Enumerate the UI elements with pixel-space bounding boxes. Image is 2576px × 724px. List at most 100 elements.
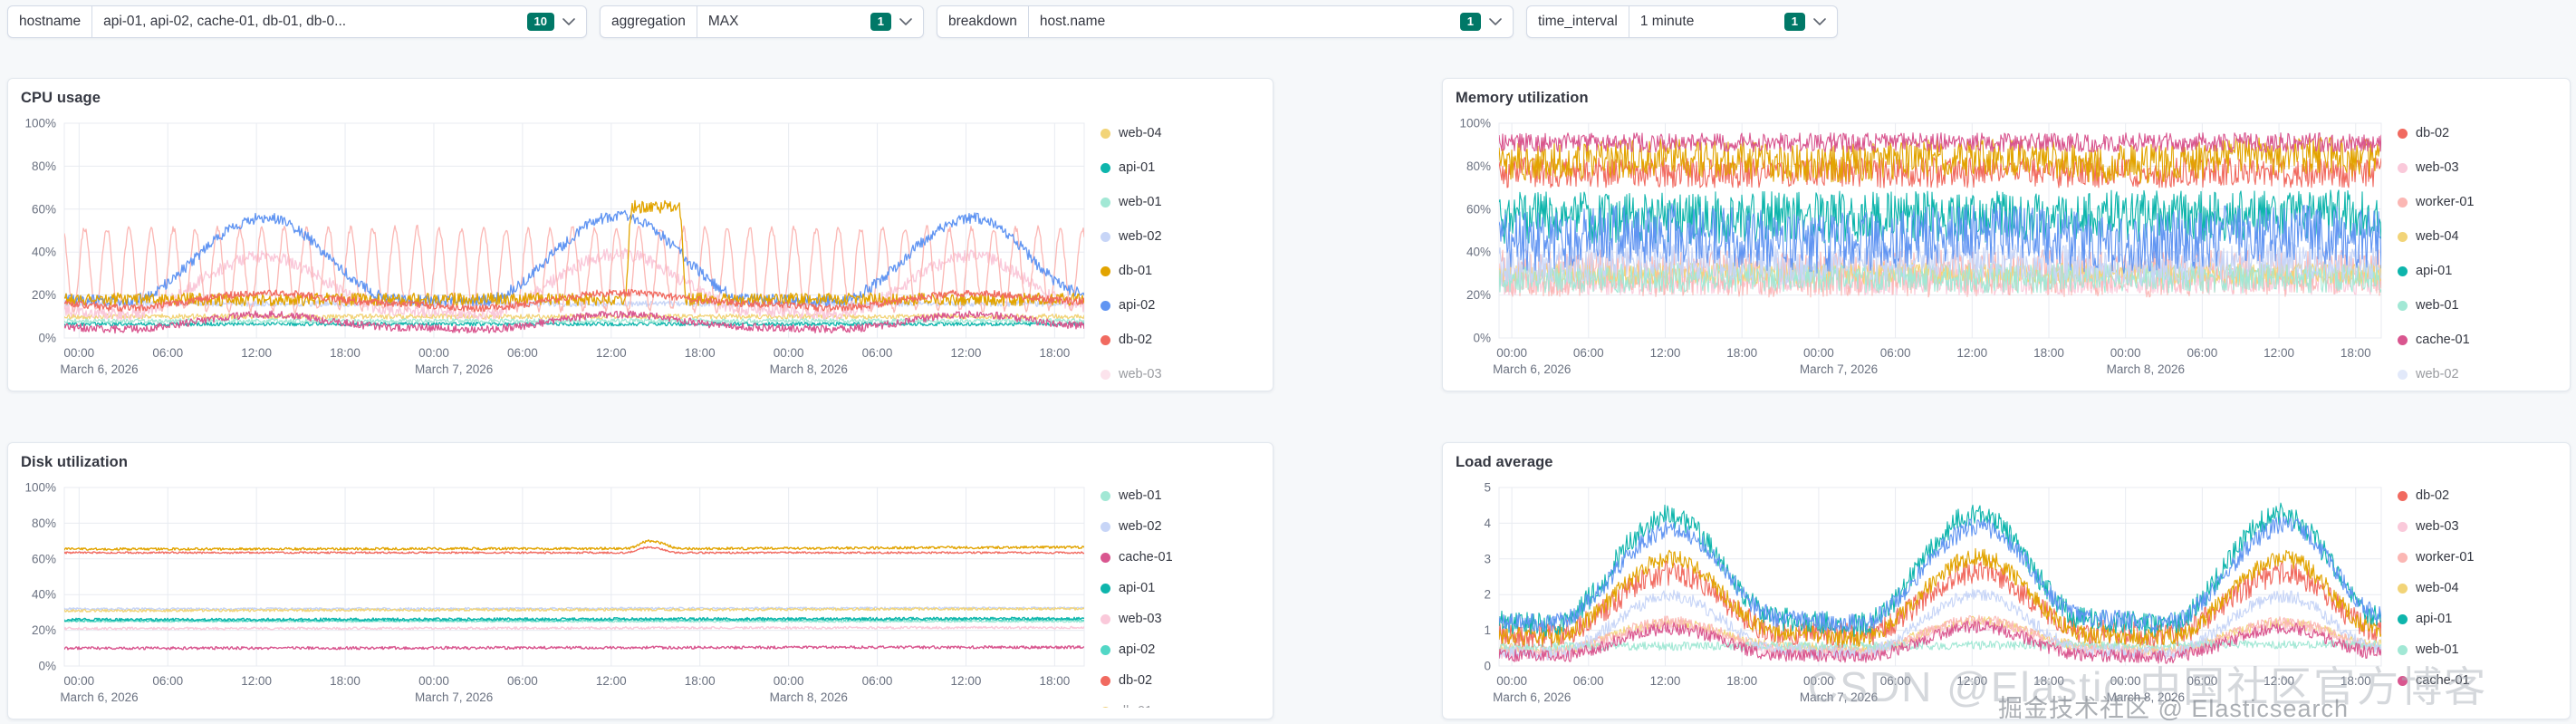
- legend-item-web-02[interactable]: web-02: [1101, 219, 1260, 254]
- chart-plot-area[interactable]: 0% 20% 40% 60% 80% 100% 00:00 06:00 12:00 18:00 00…: [1456, 112, 2389, 380]
- legend-item-web-04[interactable]: web-04: [1101, 116, 1260, 150]
- legend-item-web-03[interactable]: web-03: [1101, 603, 1260, 634]
- legend-item-api-02[interactable]: api-02: [1101, 288, 1260, 323]
- chart-legend: web-01 web-02 cache-01 api-01 web-03 api-02 db…: [1091, 477, 1260, 708]
- series-label: web-02: [1119, 229, 1162, 244]
- legend-item-cache-01[interactable]: cache-01: [1101, 542, 1260, 573]
- legend-item-api-01[interactable]: api-01: [1101, 573, 1260, 603]
- grid-lines: 0% 20% 40% 60% 80% 100% 00:00 06:00 12:00 18:00 00…: [1459, 117, 2382, 376]
- legend-item-web-04[interactable]: web-04: [2398, 219, 2557, 254]
- series-color-dot: [1101, 197, 1110, 208]
- svg-text:18:00: 18:00: [330, 674, 360, 688]
- legend-item-web-02[interactable]: web-02: [1101, 511, 1260, 542]
- series-label: db-01: [1119, 704, 1152, 708]
- series-color-dot: [2398, 265, 2408, 276]
- legend-item-web-02[interactable]: web-02: [2398, 357, 2557, 380]
- legend-item-web-04[interactable]: web-04: [2398, 573, 2557, 603]
- series-line-db-01: [1499, 136, 2381, 184]
- legend-item-db-02[interactable]: db-02: [1101, 665, 1260, 696]
- chart-canvas[interactable]: 0% 20% 40% 60% 80% 100% 00:00 06:00 12:00 18:00 00…: [1456, 112, 2389, 380]
- legend-item-worker-01[interactable]: worker-01: [2398, 542, 2557, 573]
- legend-item-web-01[interactable]: web-01: [2398, 288, 2557, 323]
- svg-text:06:00: 06:00: [862, 674, 893, 688]
- svg-text:80%: 80%: [1466, 159, 1491, 173]
- chevron-down-icon: [1489, 18, 1502, 25]
- filter-control-aggregation[interactable]: aggregation MAX 1: [600, 5, 924, 38]
- series-color-dot: [1101, 128, 1110, 139]
- legend-item-db-02[interactable]: db-02: [2398, 116, 2557, 150]
- series-color-dot: [2398, 334, 2408, 345]
- legend-item-api-02[interactable]: api-02: [1101, 634, 1260, 665]
- filter-control-hostname[interactable]: hostname api-01, api-02, cache-01, db-01,…: [7, 5, 587, 38]
- series-color-dot: [1101, 334, 1110, 345]
- chart-plot-area[interactable]: 0% 20% 40% 60% 80% 100% 00:00 06:00 12:00 18:00 00…: [21, 477, 1091, 708]
- chart-canvas[interactable]: 0 1 2 3 4 5 00:00 06:00 12:00 18:00 00:00 06:00 12:0…: [1456, 477, 2389, 708]
- svg-text:18:00: 18:00: [1039, 346, 1070, 360]
- chart-canvas[interactable]: 0% 20% 40% 60% 80% 100% 00:00 06:00 12:00 18:00 00…: [21, 477, 1091, 708]
- legend-item-db-01[interactable]: db-01: [1101, 696, 1260, 708]
- chart-wrap: 0 1 2 3 4 5 00:00 06:00 12:00 18:00 00:00 06:00 12:0…: [1456, 477, 2557, 708]
- svg-text:18:00: 18:00: [1039, 674, 1070, 688]
- legend-item-cache-01[interactable]: cache-01: [2398, 665, 2557, 696]
- series-label: api-01: [1119, 581, 1156, 595]
- svg-text:0%: 0%: [1473, 332, 1491, 345]
- legend-item-worker-01[interactable]: worker-01: [2398, 185, 2557, 219]
- svg-text:00:00: 00:00: [418, 674, 449, 688]
- chart-canvas[interactable]: 0% 20% 40% 60% 80% 100% 00:00 06:00 12:00 18:00 00…: [21, 112, 1091, 380]
- chart-wrap: 0% 20% 40% 60% 80% 100% 00:00 06:00 12:00 18:00 00…: [1456, 112, 2557, 381]
- legend-item-web-01[interactable]: web-01: [1101, 480, 1260, 511]
- chart-plot-area[interactable]: 0 1 2 3 4 5 00:00 06:00 12:00 18:00 00:00 06:00 12:0…: [1456, 477, 2389, 708]
- legend-item-api-01[interactable]: api-01: [1101, 150, 1260, 185]
- svg-text:00:00: 00:00: [1496, 674, 1527, 688]
- svg-text:60%: 60%: [32, 552, 56, 565]
- svg-text:60%: 60%: [32, 202, 56, 216]
- series-line-web-02: [1499, 588, 2381, 661]
- svg-text:00:00: 00:00: [63, 674, 94, 688]
- svg-text:00:00: 00:00: [1803, 346, 1834, 360]
- series-label: api-02: [1119, 642, 1156, 657]
- series-label: web-03: [2416, 519, 2459, 534]
- svg-text:5: 5: [1484, 481, 1491, 495]
- series-color-dot: [2398, 552, 2408, 563]
- series-line-db-01: [64, 539, 1084, 551]
- svg-text:March 7, 2026: March 7, 2026: [415, 362, 493, 376]
- legend-item-api-01[interactable]: api-01: [2398, 254, 2557, 288]
- svg-text:40%: 40%: [32, 588, 56, 602]
- svg-text:March 8, 2026: March 8, 2026: [2107, 362, 2185, 376]
- legend-item-db-01[interactable]: db-01: [1101, 254, 1260, 288]
- series-label: api-02: [1119, 298, 1156, 313]
- legend-item-web-01[interactable]: web-01: [2398, 634, 2557, 665]
- chart-plot-area[interactable]: 0% 20% 40% 60% 80% 100% 00:00 06:00 12:00 18:00 00…: [21, 112, 1091, 380]
- series-color-dot: [1101, 675, 1110, 686]
- series-line-db-02: [1499, 558, 2381, 648]
- legend-item-web-03[interactable]: web-03: [1101, 357, 1260, 380]
- grid-lines: 0% 20% 40% 60% 80% 100% 00:00 06:00 12:00 18:00 00…: [24, 117, 1085, 376]
- count-badge: 1: [870, 13, 891, 31]
- series-label: cache-01: [2416, 673, 2470, 688]
- svg-text:06:00: 06:00: [2187, 674, 2217, 688]
- series-label: web-04: [2416, 229, 2459, 244]
- control-divider: [1027, 6, 1029, 37]
- svg-text:18:00: 18:00: [2341, 346, 2371, 360]
- svg-text:100%: 100%: [24, 481, 56, 495]
- legend-item-db-02[interactable]: db-02: [1101, 323, 1260, 357]
- chart-panel-memory-utilization: Memory utilization 0% 20% 40% 60% 80% 100% 00:…: [1442, 78, 2571, 391]
- legend-item-cache-01[interactable]: cache-01: [2398, 323, 2557, 357]
- svg-text:18:00: 18:00: [2341, 674, 2371, 688]
- svg-text:06:00: 06:00: [2187, 346, 2217, 360]
- svg-text:March 6, 2026: March 6, 2026: [60, 690, 138, 704]
- legend-item-api-01[interactable]: api-01: [2398, 603, 2557, 634]
- series-label: db-01: [1119, 264, 1153, 278]
- filter-control-time_interval[interactable]: time_interval 1 minute 1: [1526, 5, 1838, 38]
- svg-text:06:00: 06:00: [1880, 674, 1911, 688]
- svg-text:18:00: 18:00: [1726, 346, 1757, 360]
- svg-text:18:00: 18:00: [1726, 674, 1757, 688]
- legend-item-web-03[interactable]: web-03: [2398, 150, 2557, 185]
- legend-item-web-01[interactable]: web-01: [1101, 185, 1260, 219]
- filter-control-breakdown[interactable]: breakdown host.name 1: [937, 5, 1514, 38]
- svg-text:March 7, 2026: March 7, 2026: [415, 690, 493, 704]
- legend-item-web-03[interactable]: web-03: [2398, 511, 2557, 542]
- series-color-dot: [1101, 644, 1110, 655]
- legend-item-db-02[interactable]: db-02: [2398, 480, 2557, 511]
- series-color-dot: [1101, 490, 1110, 501]
